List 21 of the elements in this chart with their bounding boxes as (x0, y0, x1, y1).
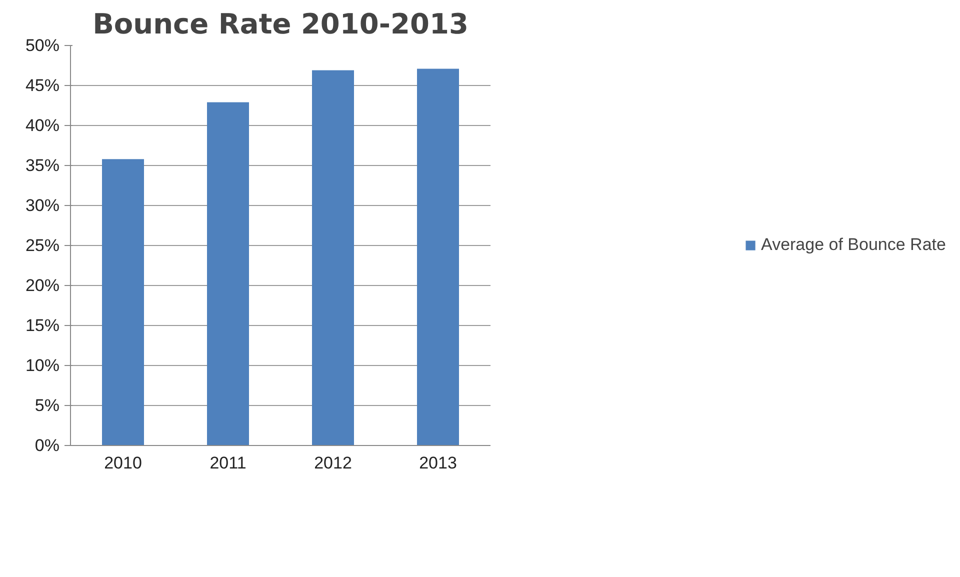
x-tick-label: 2011 (210, 454, 246, 472)
bar (207, 102, 249, 446)
y-tick-label: 35% (25, 156, 60, 175)
x-tick-label: 2010 (104, 454, 142, 472)
y-tick-label: 30% (25, 196, 60, 215)
y-tick-label: 25% (25, 236, 60, 255)
y-tick-label: 50% (25, 36, 60, 55)
y-tick-label: 10% (25, 356, 60, 375)
x-tick-label: 2013 (419, 454, 457, 472)
y-tick-label: 45% (25, 76, 60, 95)
y-tick-label: 0% (34, 436, 60, 455)
bar (312, 70, 354, 446)
bar (417, 68, 459, 446)
bar (102, 159, 144, 446)
y-tick-label: 40% (25, 116, 60, 135)
y-tick-label: 5% (34, 396, 60, 415)
chart-title: Bounce Rate 2010-2013 (92, 8, 468, 40)
legend-label: Average of Bounce Rate (761, 235, 946, 255)
y-tick-label: 20% (25, 276, 60, 295)
y-tick-label: 15% (25, 316, 60, 335)
x-tick-label: 2012 (314, 454, 352, 472)
